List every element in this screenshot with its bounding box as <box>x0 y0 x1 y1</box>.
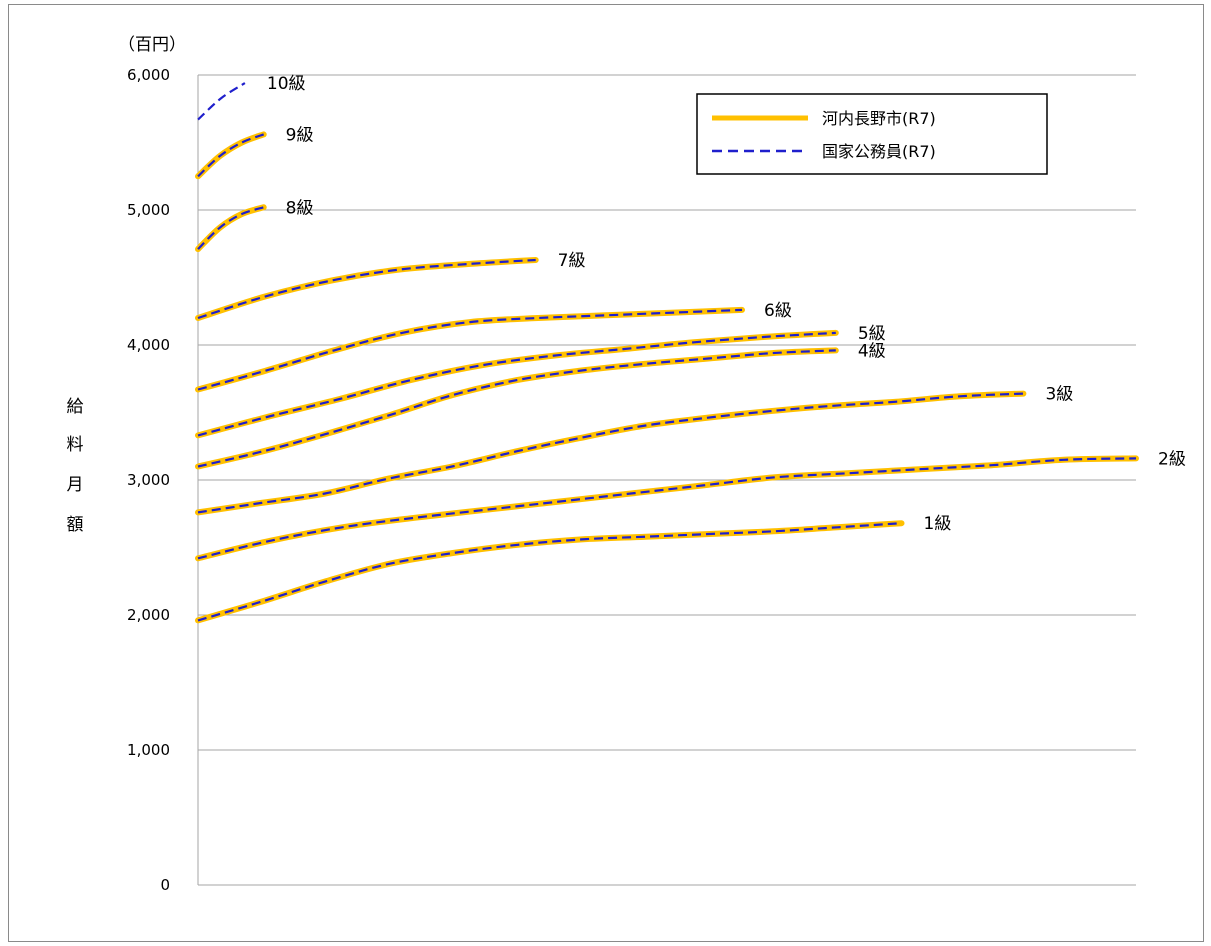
y-axis-title-char-3: 月 <box>67 475 84 495</box>
gridlines <box>198 74 1136 886</box>
series-line-city <box>195 455 1139 562</box>
series-line-national <box>197 258 536 320</box>
grade-label: 9級 <box>286 125 314 145</box>
y-tick-label: 0 <box>160 876 170 894</box>
grade-label: 4級 <box>858 341 886 361</box>
grade-label: 5級 <box>858 324 886 344</box>
series-line-city <box>195 131 267 180</box>
y-tick-label: 4,000 <box>127 336 170 354</box>
series-line-national <box>197 522 902 622</box>
grade-label: 6級 <box>764 301 792 321</box>
y-axis-title: 給 料 月 額 <box>67 397 84 535</box>
grade-label: 7級 <box>558 251 586 271</box>
grade-label: 1級 <box>924 514 952 534</box>
series-line-national <box>197 308 743 391</box>
grade-label: 2級 <box>1158 449 1186 469</box>
y-tick-label: 1,000 <box>127 741 170 759</box>
y-axis: 0 1,000 2,000 3,000 4,000 5,000 6,000 <box>127 66 199 894</box>
y-tick-label: 2,000 <box>127 606 170 624</box>
series-line-city <box>195 520 905 624</box>
series-line-national <box>197 133 265 178</box>
series-line-national <box>197 331 836 437</box>
legend: 河内長野市(R7) 国家公務員(R7) <box>696 93 1048 175</box>
series-line-national <box>197 392 1024 514</box>
grade-label: 8級 <box>286 198 314 218</box>
y-axis-title-char-2: 料 <box>67 435 84 455</box>
series-line-national <box>197 457 1137 560</box>
grade-label: 3級 <box>1045 385 1073 405</box>
series-line-city <box>195 204 267 253</box>
legend-label-city: 河内長野市(R7) <box>822 109 936 128</box>
y-axis-title-char-1: 給 <box>67 397 84 417</box>
unit-label: （百円） <box>118 35 186 55</box>
y-axis-title-char-4: 額 <box>67 515 84 535</box>
y-tick-label: 3,000 <box>127 471 170 489</box>
grade-label: 10級 <box>267 74 306 94</box>
legend-box <box>696 93 1048 175</box>
series-line-city <box>195 329 839 439</box>
legend-label-national: 国家公務員(R7) <box>822 142 936 161</box>
y-tick-label: 6,000 <box>127 66 170 84</box>
y-tick-label: 5,000 <box>127 201 170 219</box>
series-line-national <box>197 349 836 468</box>
series-lines <box>195 82 1139 624</box>
series-line-city <box>195 257 539 321</box>
series-line-national <box>197 82 246 121</box>
series-line-national <box>197 206 265 250</box>
